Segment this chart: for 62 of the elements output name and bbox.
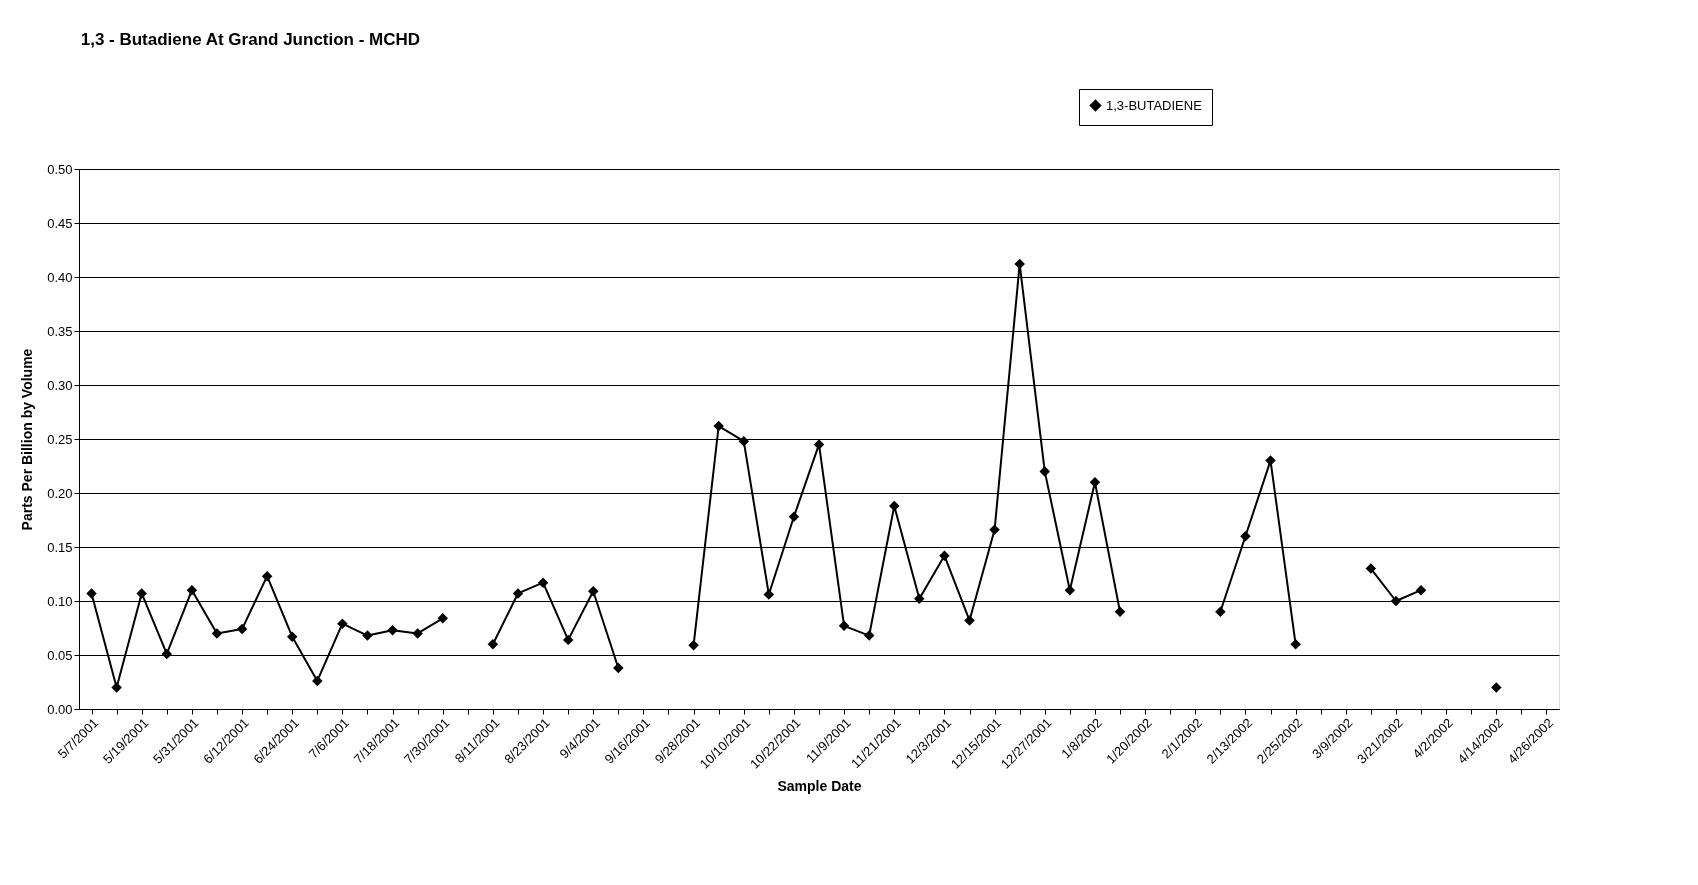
point [211,628,223,639]
chart-title: 1,3 - Butadiene At Grand Junction - MCHD [80,29,421,49]
y-tick-label: 0.25 [47,431,73,447]
point [487,638,499,650]
legend-label: 1,3-BUTADIENE [1106,97,1203,113]
y-tick-label: 0.45 [47,215,73,231]
x-axis-title: Sample Date [777,777,862,794]
point [863,630,875,641]
point [136,588,147,599]
point [562,634,574,646]
point [161,648,173,660]
y-axis-title: Parts Per Billion by Volume [19,348,36,531]
y-tick-label: 0.20 [47,485,73,501]
point [261,570,273,582]
point [713,420,724,432]
point [813,439,825,450]
point [437,613,448,624]
point [989,524,1000,535]
point [939,550,950,561]
point [537,577,549,588]
y-tick-label: 0.10 [47,593,73,609]
point [1014,258,1025,270]
point [111,682,122,693]
point [1114,606,1126,618]
y-tick-label: 0.40 [47,269,73,285]
point [86,588,97,599]
point [312,675,323,687]
point [964,615,975,626]
point [1039,466,1051,477]
point [688,640,699,651]
point [889,500,900,512]
y-tick-label: 0.15 [47,539,73,555]
point [512,588,524,599]
point [1290,638,1301,650]
point [1415,584,1427,596]
point [763,589,775,600]
point [236,623,248,635]
y-tick-label: 0.35 [47,323,73,339]
point [337,618,348,629]
point [587,586,599,597]
point [286,631,298,642]
point [1265,455,1276,466]
point [1390,595,1402,607]
point [412,628,423,639]
y-tick-label: 0.30 [47,377,73,393]
point [1240,530,1251,542]
point [788,511,800,522]
point [387,624,398,636]
point [1365,563,1377,574]
y-tick-label: 0.50 [47,161,73,177]
point [1491,682,1502,693]
point [362,630,373,641]
point [738,435,749,447]
point [838,620,850,632]
point [1064,584,1076,596]
point [1215,606,1226,618]
point [1089,476,1101,488]
y-tick-label: 0.05 [47,647,73,663]
point [186,584,198,596]
point [914,593,925,605]
point [613,662,624,674]
y-tick-label: 0.00 [47,701,73,717]
